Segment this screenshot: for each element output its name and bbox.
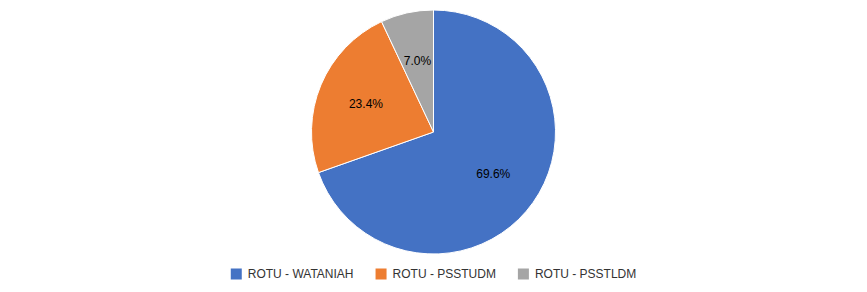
legend-label: ROTU - PSSTLDM (535, 267, 636, 281)
legend-swatch (518, 269, 529, 280)
legend-item: ROTU - PSSTUDM (376, 267, 496, 281)
data-labels: 69.6% 23.4% 7.0% (349, 54, 511, 182)
data-label: 23.4% (349, 97, 383, 111)
chart: 69.6% 23.4% 7.0% ROTU - WATANIAH ROTU - PSST… (0, 0, 867, 292)
legend: ROTU - WATANIAH ROTU - PSSTUDM ROTU - PSST… (231, 267, 636, 281)
pie (311, 10, 555, 254)
legend-label: ROTU - WATANIAH (248, 267, 354, 281)
legend-item: ROTU - PSSTLDM (518, 267, 636, 281)
data-label: 69.6% (476, 167, 510, 181)
data-label: 7.0% (404, 54, 432, 68)
slice (382, 10, 434, 132)
legend-swatch (376, 269, 387, 280)
legend-swatch (231, 269, 242, 280)
legend-label: ROTU - PSSTUDM (393, 267, 496, 281)
legend-item: ROTU - WATANIAH (231, 267, 354, 281)
